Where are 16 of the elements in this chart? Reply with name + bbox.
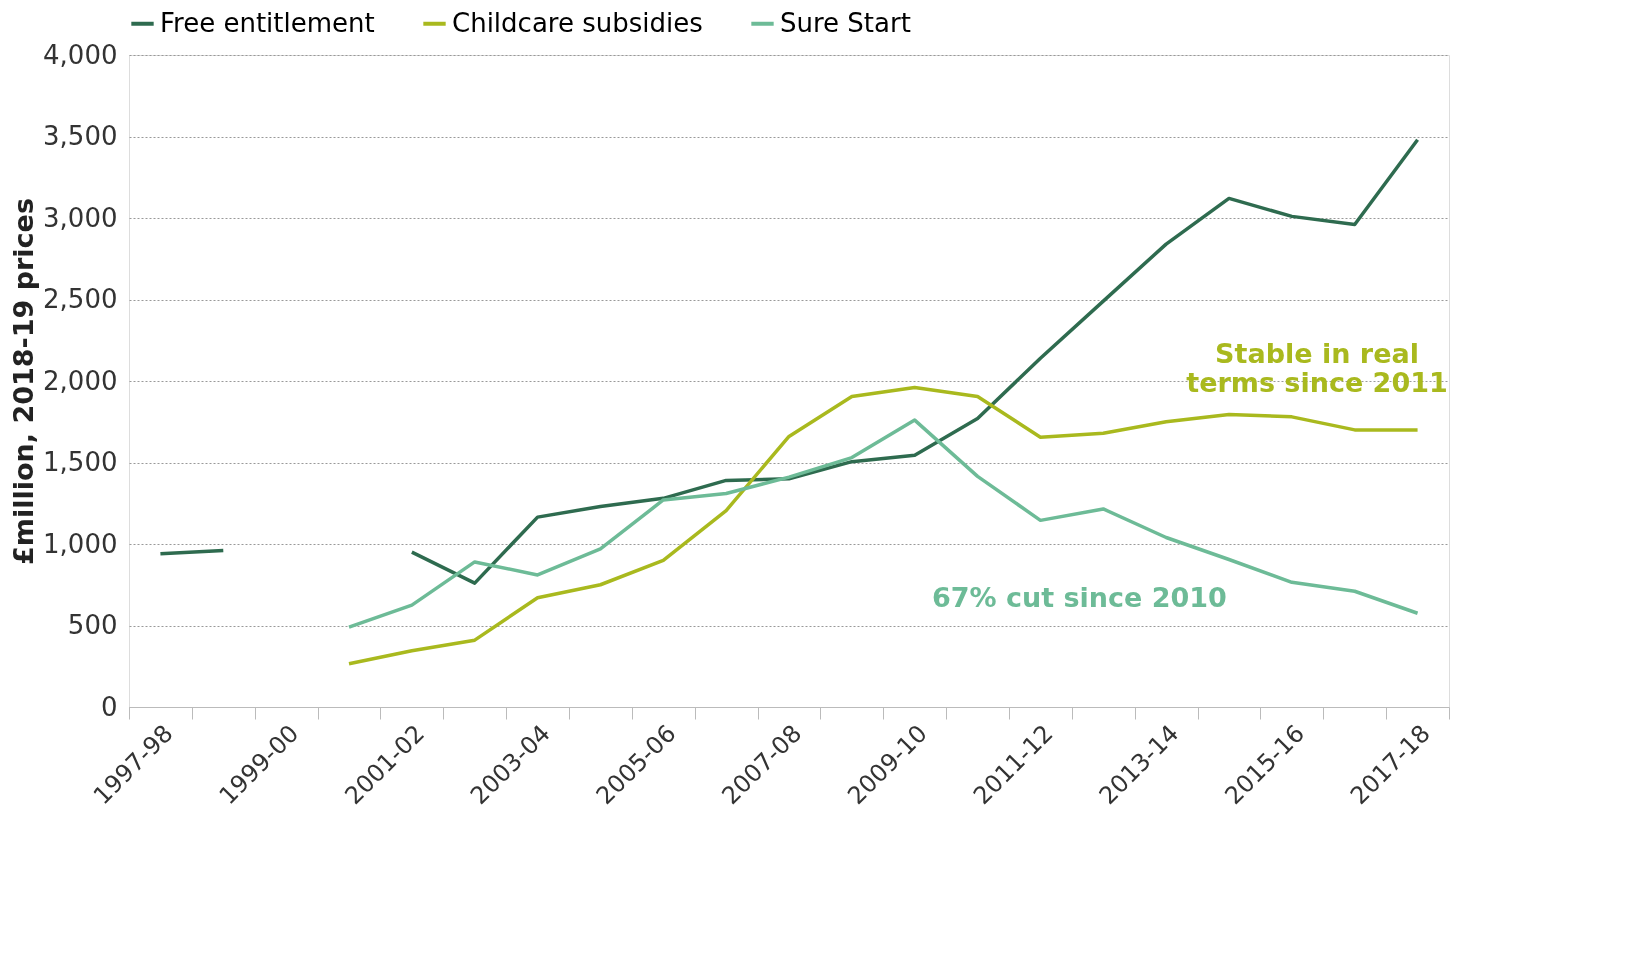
annotation: 67% cut since 2010 [931, 582, 1227, 614]
line-series [347, 418, 1420, 629]
y-tick-label: 3,000 [43, 202, 118, 233]
legend-label: Childcare subsidies [452, 7, 703, 38]
y-tick-label: 500 [67, 610, 118, 640]
y-tick-label: 1,000 [43, 528, 118, 559]
y-tick-label: 4,000 [43, 39, 118, 70]
y-tick-label: 2,000 [43, 365, 118, 396]
legend-label: Sure Start [780, 7, 911, 38]
legend-label: Free entitlement [160, 7, 375, 38]
y-tick-label: 3,500 [43, 121, 118, 151]
annotation: Stable in real terms since 2011 [1186, 337, 1448, 398]
y-tick-label: 0 [100, 691, 118, 722]
y-tick-label: 1,500 [43, 447, 118, 477]
y-tick-label: 2,500 [43, 284, 118, 314]
y-axis-title: £million, 2018-19 prices [8, 198, 40, 565]
